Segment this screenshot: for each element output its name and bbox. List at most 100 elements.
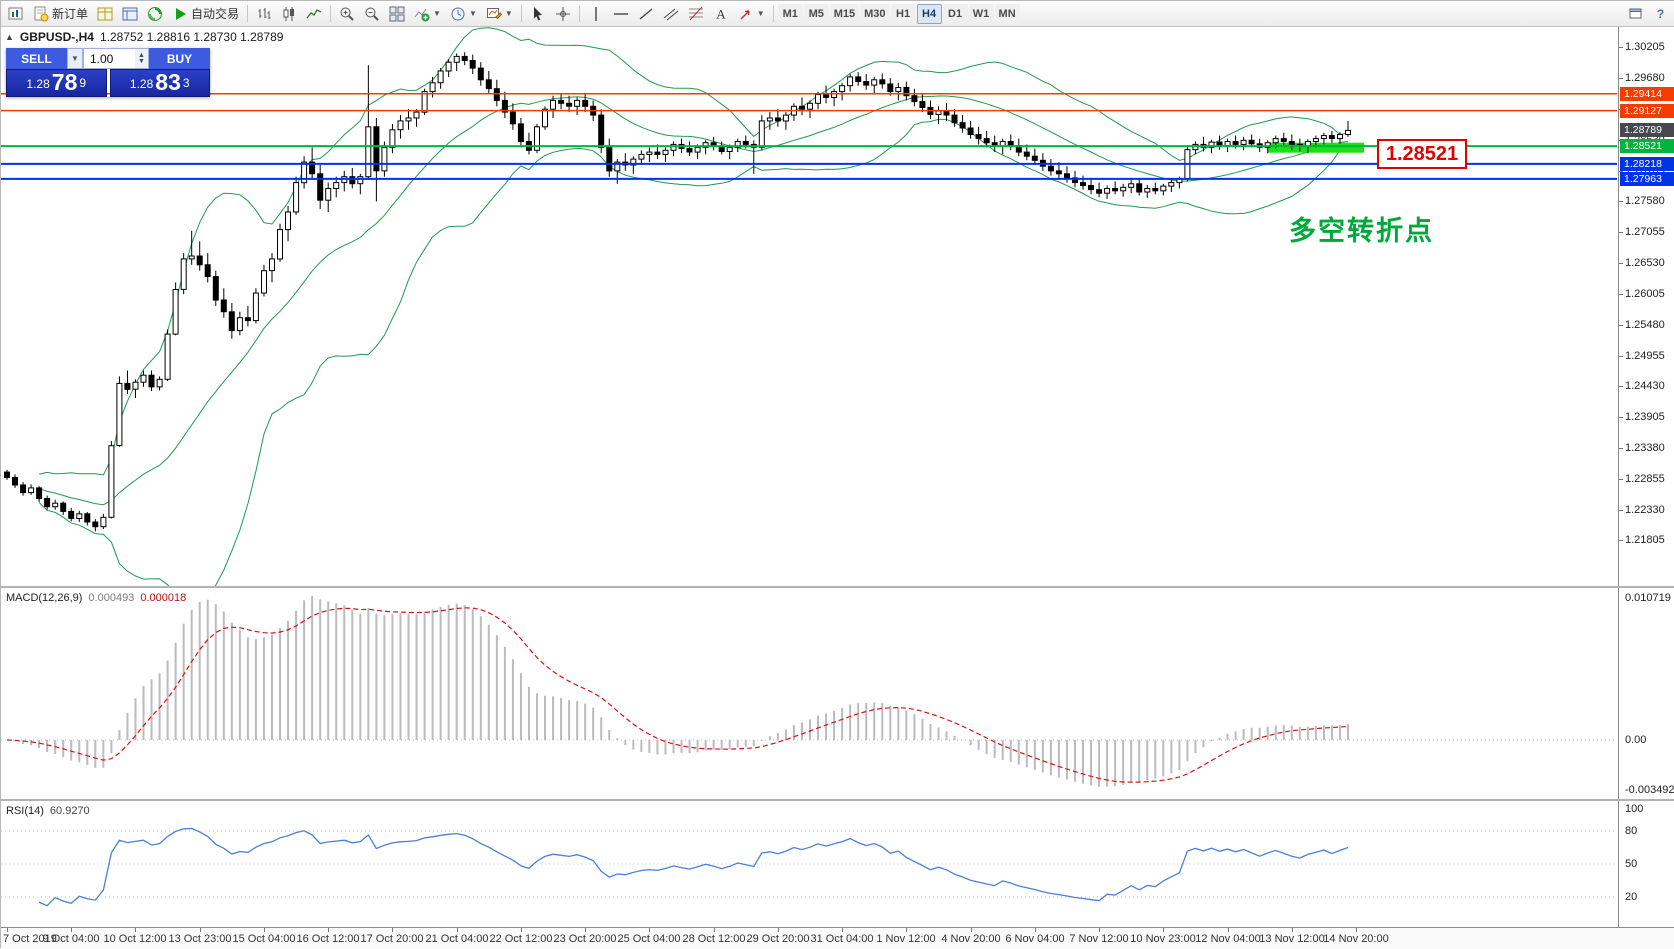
axis-tick: [1619, 325, 1623, 326]
price-axis-label: 1.29680: [1625, 72, 1665, 84]
macd-plot[interactable]: [1, 588, 1618, 799]
time-axis-label: 12 Nov 04:00: [1195, 933, 1260, 945]
time-tick: [200, 928, 201, 932]
timeframe-button-m5[interactable]: M5: [804, 4, 829, 24]
navigator-icon: [147, 6, 163, 22]
timeframe-button-w1[interactable]: W1: [969, 4, 994, 24]
data-window-button[interactable]: [118, 3, 142, 25]
fibonacci-button[interactable]: [684, 3, 708, 25]
line-chart-button[interactable]: [302, 3, 326, 25]
time-tick: [1292, 928, 1293, 932]
price-axis-label: 1.22330: [1625, 504, 1665, 516]
time-axis-label: 1 Nov 12:00: [876, 933, 935, 945]
volume-dropdown[interactable]: ▼: [67, 48, 83, 69]
axis-tick: [1619, 356, 1623, 357]
panel-splitter[interactable]: [1, 799, 1674, 801]
new-window-button[interactable]: [1624, 3, 1648, 25]
candlestick-plot[interactable]: [1, 27, 1618, 586]
indicators-icon: [414, 6, 430, 22]
axis-tick: [1619, 78, 1623, 79]
time-tick: [778, 928, 779, 932]
rsi-plot[interactable]: [1, 801, 1618, 927]
buy-button[interactable]: 1.28 83 3: [110, 69, 211, 97]
market-watch-icon: [97, 6, 113, 22]
timeframe-button-h4[interactable]: H4: [917, 4, 942, 24]
templates-button[interactable]: ▼: [482, 3, 517, 25]
chevron-down-icon: ▼: [433, 10, 441, 18]
indicator-axis-label: 80: [1625, 825, 1637, 837]
crosshair-button[interactable]: [551, 3, 575, 25]
chevron-down-icon: ▼: [757, 10, 765, 18]
axis-tick: [1619, 479, 1623, 480]
volume-input[interactable]: 1.00 ▲▼: [83, 48, 149, 69]
help-button[interactable]: ?: [1649, 3, 1672, 25]
time-axis-label: 28 Oct 12:00: [683, 933, 746, 945]
new-chart-button[interactable]: [4, 3, 28, 25]
panel-splitter[interactable]: [1, 586, 1674, 588]
shapes-button[interactable]: ▼: [734, 3, 769, 25]
timeframe-button-m15[interactable]: M15: [830, 4, 859, 24]
time-axis-label: 17 Oct 20:00: [361, 933, 424, 945]
sell-button[interactable]: 1.28 78 9: [6, 69, 107, 97]
time-axis-label: 14 Nov 20:00: [1323, 933, 1388, 945]
svg-text:A: A: [716, 6, 726, 21]
time-tick: [1163, 928, 1164, 932]
price-level-callout[interactable]: 1.28521: [1377, 139, 1467, 169]
zoom-out-button[interactable]: [360, 3, 384, 25]
trendline-button[interactable]: [634, 3, 658, 25]
indicators-button[interactable]: ▼: [410, 3, 445, 25]
timeframe-button-mn[interactable]: MN: [995, 4, 1020, 24]
volume-spinner[interactable]: ▲▼: [135, 49, 148, 68]
ohlc-values: 1.28752 1.28816 1.28730 1.28789: [100, 30, 284, 44]
bar-chart-button[interactable]: [252, 3, 276, 25]
axis-tick: [1619, 386, 1623, 387]
buy-price-prefix: 1.28: [130, 75, 153, 94]
sell-label[interactable]: SELL: [6, 48, 67, 69]
chart-area: ▲ GBPUSD-,H4 1.28752 1.28816 1.28730 1.2…: [1, 27, 1674, 949]
timeframe-button-m30[interactable]: M30: [860, 4, 889, 24]
sell-price-prefix: 1.28: [26, 75, 49, 94]
new-order-button[interactable]: 新订单: [29, 3, 92, 25]
time-tick: [135, 928, 136, 932]
indicator-axis-label: 0.00: [1625, 734, 1646, 746]
price-axis-label: 1.24430: [1625, 380, 1665, 392]
text-button[interactable]: A: [709, 3, 733, 25]
indicator-axis-label: 20: [1625, 891, 1637, 903]
tile-windows-button[interactable]: [385, 3, 409, 25]
horizontal-line-icon: [613, 6, 629, 22]
vertical-line-icon: [588, 6, 604, 22]
time-axis-label: 4 Nov 20:00: [941, 933, 1000, 945]
zoom-in-button[interactable]: [335, 3, 359, 25]
time-axis-label: 10 Oct 12:00: [104, 933, 167, 945]
time-tick: [714, 928, 715, 932]
buy-price-sup: 3: [183, 70, 190, 96]
buy-label[interactable]: BUY: [149, 48, 210, 69]
candles: [5, 52, 1351, 531]
axis-tick: [1619, 417, 1623, 418]
time-axis-label: 25 Oct 04:00: [618, 933, 681, 945]
price-axis-label: 1.24955: [1625, 350, 1665, 362]
horizontal-line-button[interactable]: [609, 3, 633, 25]
periods-button[interactable]: ▼: [446, 3, 481, 25]
time-axis-label: 7 Nov 12:00: [1069, 933, 1128, 945]
vertical-line-button[interactable]: [584, 3, 608, 25]
channel-button[interactable]: [659, 3, 683, 25]
new-chart-icon: [8, 6, 24, 22]
navigator-button[interactable]: [143, 3, 167, 25]
candlestick-chart-button[interactable]: [277, 3, 301, 25]
rsi-name: RSI(14): [6, 805, 44, 817]
autotrading-button[interactable]: 自动交易: [168, 3, 243, 25]
market-watch-button[interactable]: [93, 3, 117, 25]
macd-histogram: [7, 596, 1348, 787]
zoom-in-icon: [339, 6, 355, 22]
timeframe-button-d1[interactable]: D1: [943, 4, 968, 24]
cursor-button[interactable]: [526, 3, 550, 25]
time-tick: [1356, 928, 1357, 932]
trendline-icon: [638, 6, 654, 22]
timeframe-button-h1[interactable]: H1: [891, 4, 916, 24]
timeframe-button-m1[interactable]: M1: [778, 4, 803, 24]
toolbar-separator: [579, 5, 580, 22]
time-tick: [906, 928, 907, 932]
one-click-collapse-icon[interactable]: ▲: [5, 32, 14, 42]
